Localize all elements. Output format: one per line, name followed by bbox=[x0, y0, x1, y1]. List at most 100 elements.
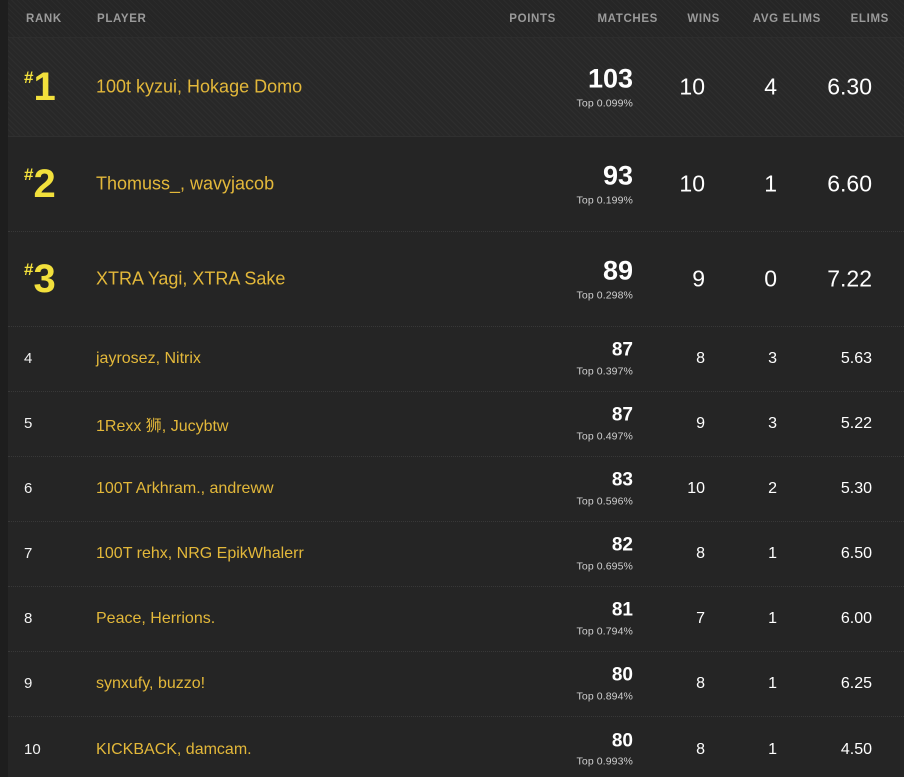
points-value: 89 bbox=[602, 255, 633, 286]
rank-hash-icon: # bbox=[24, 260, 34, 279]
row-player-cell[interactable]: synxufy, buzzo! bbox=[96, 675, 205, 693]
row-rank: 6 bbox=[24, 480, 32, 498]
rank-number: 5 bbox=[24, 415, 33, 432]
row-player-cell[interactable]: KICKBACK, damcam. bbox=[96, 741, 252, 759]
column-header-avg-elims[interactable]: AVG ELIMS bbox=[752, 13, 821, 25]
rank-number: 7 bbox=[24, 545, 33, 562]
row-points-cell: 80 Top 0.993% bbox=[577, 731, 633, 768]
row-rank: 5 bbox=[24, 415, 32, 433]
table-row[interactable]: #2 Thomuss_, wavyjacob 93 Top 0.199% 10 1 6.60… bbox=[8, 137, 904, 232]
row-wins-value: 1 bbox=[768, 545, 777, 562]
table-row[interactable]: #1 100t kyzui, Hokage Domo 103 Top 0.099% 10… bbox=[8, 38, 904, 137]
points-value: 87 bbox=[611, 404, 633, 426]
table-body: #1 100t kyzui, Hokage Domo 103 Top 0.099% 10… bbox=[8, 38, 904, 777]
row-points-cell: 81 Top 0.794% bbox=[577, 600, 633, 637]
row-rank: #2 bbox=[24, 162, 56, 206]
top-percent-label: Top 0.397% bbox=[576, 365, 633, 378]
table-row[interactable]: #3 XTRA Yagi, XTRA Sake 89 Top 0.298% 9 0 7.22… bbox=[8, 232, 904, 327]
row-rank: 9 bbox=[24, 675, 32, 693]
rank-hash-icon: # bbox=[24, 68, 34, 87]
row-rank: 8 bbox=[24, 610, 32, 628]
top-percent-label: Top 0.298% bbox=[576, 289, 633, 302]
player-name-link[interactable]: KICKBACK, damcam. bbox=[96, 740, 252, 758]
row-matches-value: 10 bbox=[679, 170, 705, 197]
row-matches-value: 10 bbox=[687, 480, 705, 497]
row-player-cell[interactable]: Thomuss_, wavyjacob bbox=[96, 174, 274, 195]
table-row[interactable]: 6 100T Arkhram., andreww 83 Top 0.596% 10 2 5.… bbox=[8, 457, 904, 522]
points-value: 87 bbox=[611, 339, 633, 361]
table-row[interactable]: 7 100T rehx, NRG EpikWhalerr 82 Top 0.695% 8… bbox=[8, 522, 904, 587]
rank-hash-icon: # bbox=[24, 165, 34, 184]
rank-number: 2 bbox=[33, 162, 55, 206]
row-player-cell[interactable]: 100T rehx, NRG EpikWhalerr bbox=[96, 545, 304, 563]
player-name-link[interactable]: 100t kyzui, Hokage Domo bbox=[96, 76, 303, 97]
row-rank: 10 bbox=[24, 741, 41, 759]
top-percent-label: Top 0.596% bbox=[576, 495, 633, 508]
row-avg-elims-value: 6.25 bbox=[840, 675, 872, 692]
points-value: 103 bbox=[587, 63, 633, 94]
row-matches-value: 9 bbox=[692, 265, 705, 292]
row-wins-value: 1 bbox=[768, 610, 777, 627]
points-value: 80 bbox=[611, 664, 633, 686]
row-player-cell[interactable]: 100T Arkhram., andreww bbox=[96, 480, 274, 498]
points-value: 82 bbox=[611, 534, 633, 556]
player-name-link[interactable]: Thomuss_, wavyjacob bbox=[96, 173, 275, 194]
row-avg-elims-value: 6.00 bbox=[840, 610, 872, 627]
player-name-link[interactable]: 100T rehx, NRG EpikWhalerr bbox=[96, 545, 304, 562]
row-wins-value: 0 bbox=[764, 265, 777, 292]
row-avg-elims-value: 5.22 bbox=[840, 415, 872, 432]
column-header-rank[interactable]: RANK bbox=[26, 13, 62, 25]
row-points-cell: 83 Top 0.596% bbox=[576, 470, 633, 508]
player-name-link[interactable]: 100T Arkhram., andreww bbox=[96, 480, 274, 497]
rank-number: 1 bbox=[33, 65, 55, 109]
row-points-cell: 82 Top 0.695% bbox=[576, 534, 633, 573]
row-matches-value: 8 bbox=[696, 740, 705, 758]
row-player-cell[interactable]: Peace, Herrions. bbox=[96, 610, 215, 628]
row-wins-value: 1 bbox=[764, 170, 777, 197]
column-header-wins[interactable]: WINS bbox=[687, 13, 720, 25]
player-name-link[interactable]: jayrosez, Nitrix bbox=[96, 350, 201, 367]
row-points-cell: 87 Top 0.397% bbox=[576, 339, 633, 378]
row-wins-value: 1 bbox=[768, 675, 777, 692]
top-percent-label: Top 0.695% bbox=[576, 560, 633, 573]
rank-number: 6 bbox=[24, 480, 33, 497]
row-player-cell[interactable]: 1Rexx 狮, Jucybtw bbox=[96, 412, 229, 436]
row-avg-elims-value: 6.30 bbox=[827, 73, 872, 100]
row-matches-value: 10 bbox=[679, 73, 705, 100]
row-player-cell[interactable]: 100t kyzui, Hokage Domo bbox=[96, 77, 302, 98]
row-matches-value: 8 bbox=[696, 545, 705, 562]
column-header-elims[interactable]: ELIMS bbox=[850, 13, 889, 25]
table-header-row: RANK PLAYER POINTS MATCHES WINS AVG ELIM… bbox=[8, 0, 904, 38]
row-wins-value: 4 bbox=[764, 73, 777, 100]
row-rank: 4 bbox=[24, 350, 32, 368]
player-name-link[interactable]: synxufy, buzzo! bbox=[96, 675, 206, 692]
row-rank: 7 bbox=[24, 545, 32, 563]
row-rank: #1 bbox=[24, 65, 56, 109]
player-name-link[interactable]: XTRA Yagi, XTRA Sake bbox=[96, 268, 286, 289]
row-avg-elims-value: 5.30 bbox=[840, 480, 872, 497]
row-matches-value: 7 bbox=[696, 610, 705, 627]
row-wins-value: 2 bbox=[768, 480, 777, 497]
rank-number: 9 bbox=[24, 675, 33, 692]
row-wins-value: 3 bbox=[768, 350, 777, 367]
player-name-link[interactable]: Peace, Herrions. bbox=[96, 610, 216, 627]
row-player-cell[interactable]: XTRA Yagi, XTRA Sake bbox=[96, 269, 285, 290]
top-percent-label: Top 0.894% bbox=[576, 690, 633, 703]
row-wins-value: 1 bbox=[768, 740, 777, 758]
row-avg-elims-value: 5.63 bbox=[840, 350, 872, 367]
row-avg-elims-value: 6.60 bbox=[827, 170, 872, 197]
row-player-cell[interactable]: jayrosez, Nitrix bbox=[96, 350, 201, 368]
row-avg-elims-value: 4.50 bbox=[840, 740, 872, 758]
row-rank: #3 bbox=[24, 259, 56, 299]
player-name-link[interactable]: 1Rexx 狮, Jucybtw bbox=[96, 418, 229, 435]
points-value: 93 bbox=[602, 160, 633, 191]
column-header-points[interactable]: POINTS bbox=[509, 13, 556, 25]
column-header-matches[interactable]: MATCHES bbox=[597, 13, 658, 25]
column-header-player[interactable]: PLAYER bbox=[97, 13, 147, 25]
